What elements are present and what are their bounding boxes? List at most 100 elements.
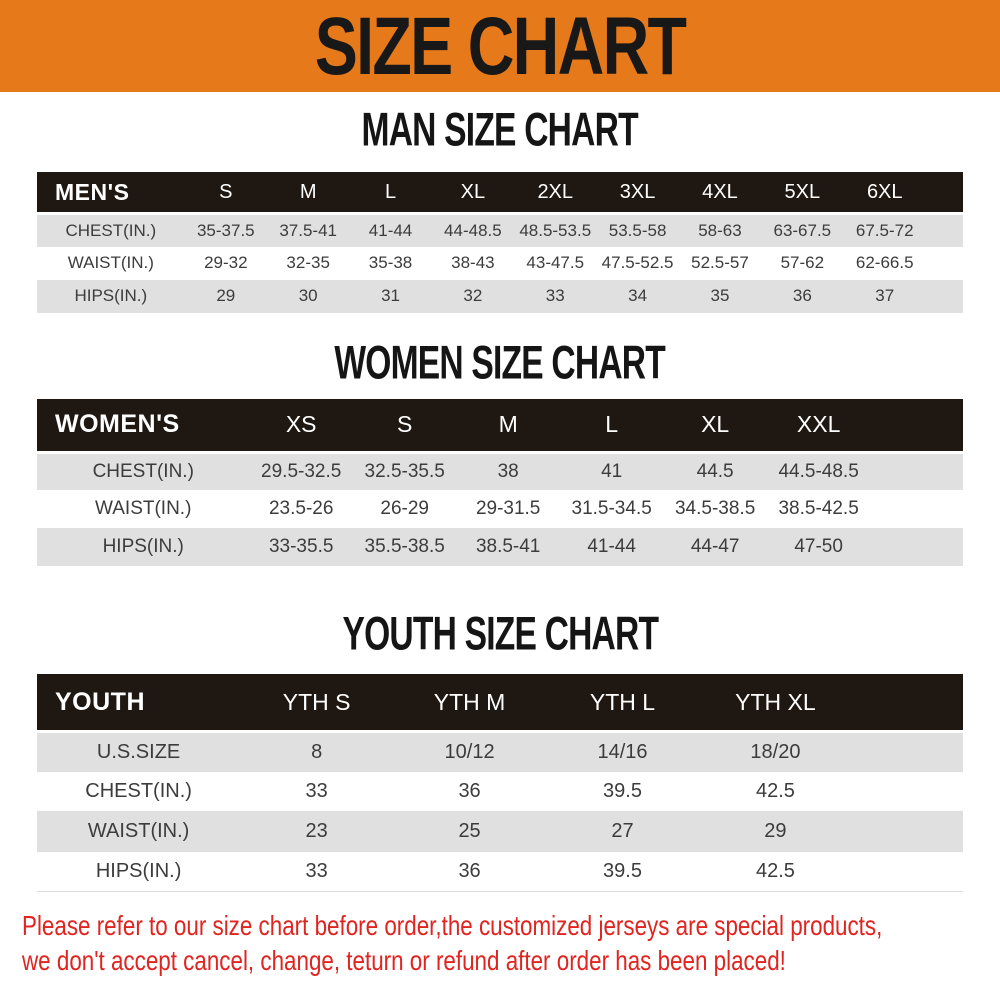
- size-value-cell: 14/16: [546, 731, 699, 772]
- table-row: WAIST(IN.) 23.5-26 26-29 29-31.5 31.5-34.5 34…: [37, 490, 963, 528]
- size-value-cell: 23.5-26: [268, 498, 334, 519]
- size-value-cell: 53.5-58: [596, 213, 679, 247]
- column-header: XS: [249, 398, 353, 454]
- size-value-cell: 37.5-41: [266, 213, 350, 247]
- size-value-cell: 41-44: [559, 528, 664, 566]
- banner-title: SIZE CHART: [314, 0, 687, 92]
- row-label: CHEST(IN.): [37, 452, 250, 490]
- size-value-cell: 38-43: [451, 253, 495, 272]
- disclaimer-line-2: we don't accept cancel, change, teturn o…: [22, 945, 786, 976]
- column-header: 3XL: [596, 172, 679, 215]
- column-header: L: [559, 398, 664, 454]
- table-row: HIPS(IN.) 33 36 39.5 42.5: [37, 851, 963, 892]
- size-value-cell: 42.5: [698, 851, 852, 892]
- table-title-cell: WOMEN'S: [37, 398, 250, 454]
- table-row: CHEST(IN.) 29.5-32.5 32.5-35.5 38 41 44.5 44.5…: [37, 452, 963, 490]
- column-header: 4XL: [678, 172, 762, 215]
- men-section: MAN SIZE CHART MEN'S S M L XL 2XL 3XL 4XL 5XL 6XL…: [0, 103, 1000, 313]
- size-value-cell: 10/12: [393, 731, 547, 772]
- size-value-cell: 35: [678, 279, 762, 313]
- size-value-cell: 8: [240, 731, 394, 772]
- spacer-cell: [851, 731, 963, 772]
- size-value-cell: 35-38: [368, 253, 413, 272]
- size-value-cell: 35-37.5: [184, 213, 267, 247]
- row-label: WAIST(IN.): [67, 253, 154, 272]
- size-value-cell: 31.5-34.5: [571, 498, 652, 519]
- women-size-chart-heading: WOMEN SIZE CHART: [0, 335, 1000, 389]
- size-value-cell: 29-32: [204, 253, 248, 272]
- table-row: WAIST(IN.) 23 25 27 29: [37, 811, 963, 852]
- column-header: YTH L: [546, 674, 699, 733]
- women-size-chart-heading-text: WOMEN SIZE CHART: [334, 335, 666, 389]
- disclaimer-note: Please refer to our size chart before or…: [22, 908, 1000, 978]
- spacer-cell: [925, 213, 963, 247]
- table-header-row: YOUTH YTH S YTH M YTH L YTH XL: [37, 674, 963, 733]
- size-value-cell: 29-31.5: [475, 498, 541, 519]
- men-size-table: MEN'S S M L XL 2XL 3XL 4XL 5XL 6XL CHEST(IN.) 35-37…: [37, 172, 963, 313]
- size-value-cell: 36: [393, 771, 547, 812]
- column-header: 6XL: [843, 172, 926, 215]
- women-size-table: WOMEN'S XS S M L XL XXL CHEST(IN.) 29.5-32.5 32.5…: [37, 398, 963, 566]
- table-row: U.S.SIZE 8 10/12 14/16 18/20: [37, 731, 963, 772]
- size-value-cell: 58-63: [678, 213, 762, 247]
- row-label: CHEST(IN.): [37, 771, 241, 812]
- spacer-cell: [851, 811, 963, 852]
- size-value-cell: 37: [843, 279, 926, 313]
- disclaimer-line-1: Please refer to our size chart before or…: [22, 910, 883, 941]
- size-chart-banner: SIZE CHART: [0, 0, 1000, 92]
- row-label: U.S.SIZE: [37, 731, 241, 772]
- column-header: YTH S: [240, 674, 394, 733]
- size-value-cell: 33-35.5: [249, 528, 353, 566]
- size-value-cell: 30: [266, 279, 350, 313]
- size-value-cell: 33: [240, 851, 394, 892]
- column-header: YTH XL: [698, 674, 852, 733]
- size-value-cell: 47-50: [766, 528, 871, 566]
- youth-size-chart-heading-text: YOUTH SIZE CHART: [342, 607, 659, 660]
- column-header: XL: [663, 398, 767, 454]
- column-header: S: [352, 398, 457, 454]
- size-value-cell: 38.5-41: [456, 528, 560, 566]
- size-value-cell: 29: [698, 811, 852, 852]
- table-header-row: MEN'S S M L XL 2XL 3XL 4XL 5XL 6XL: [37, 172, 963, 215]
- size-value-cell: 38.5-42.5: [778, 498, 859, 519]
- size-value-cell: 31: [349, 279, 432, 313]
- table-row: WAIST(IN.) 29-32 32-35 35-38 38-43 43-47.5 47.…: [37, 247, 963, 280]
- women-section: WOMEN SIZE CHART WOMEN'S XS S M L XL XXL CHEST(…: [0, 335, 1000, 566]
- size-value-cell: 23: [240, 811, 394, 852]
- size-value-cell: 44.5: [663, 452, 767, 490]
- size-value-cell: 33: [514, 279, 597, 313]
- spacer-cell: [925, 279, 963, 313]
- spacer-cell: [851, 674, 963, 733]
- size-value-cell: 44.5-48.5: [766, 452, 871, 490]
- size-value-cell: 18/20: [698, 731, 852, 772]
- row-label: WAIST(IN.): [37, 811, 241, 852]
- row-label: HIPS(IN.): [37, 851, 241, 892]
- size-value-cell: 62-66.5: [855, 253, 914, 272]
- size-value-cell: 32.5-35.5: [352, 452, 457, 490]
- size-value-cell: 41: [559, 452, 664, 490]
- size-value-cell: 43-47.5: [526, 253, 585, 272]
- size-value-cell: 34: [596, 279, 679, 313]
- spacer-cell: [870, 490, 963, 528]
- size-value-cell: 25: [393, 811, 547, 852]
- size-value-cell: 39.5: [546, 851, 699, 892]
- size-value-cell: 67.5-72: [843, 213, 926, 247]
- size-value-cell: 41-44: [349, 213, 432, 247]
- size-value-cell: 63-67.5: [761, 213, 844, 247]
- row-label: CHEST(IN.): [37, 213, 185, 247]
- spacer-cell: [870, 398, 963, 454]
- column-header: 5XL: [761, 172, 844, 215]
- youth-size-table: YOUTH YTH S YTH M YTH L YTH XL U.S.SIZE 8 10/12…: [37, 674, 963, 892]
- spacer-cell: [851, 851, 963, 892]
- table-row: HIPS(IN.) 33-35.5 35.5-38.5 38.5-41 41-44 44-…: [37, 528, 963, 566]
- spacer-cell: [870, 452, 963, 490]
- column-header: L: [349, 172, 432, 215]
- spacer-cell: [925, 172, 963, 215]
- table-row: CHEST(IN.) 33 36 39.5 42.5: [37, 771, 963, 812]
- column-header: YTH M: [393, 674, 547, 733]
- table-title-cell: MEN'S: [37, 172, 185, 215]
- size-value-cell: 29.5-32.5: [249, 452, 353, 490]
- row-label: WAIST(IN.): [95, 498, 192, 519]
- size-value-cell: 34.5-38.5: [674, 498, 756, 519]
- size-value-cell: 35.5-38.5: [352, 528, 457, 566]
